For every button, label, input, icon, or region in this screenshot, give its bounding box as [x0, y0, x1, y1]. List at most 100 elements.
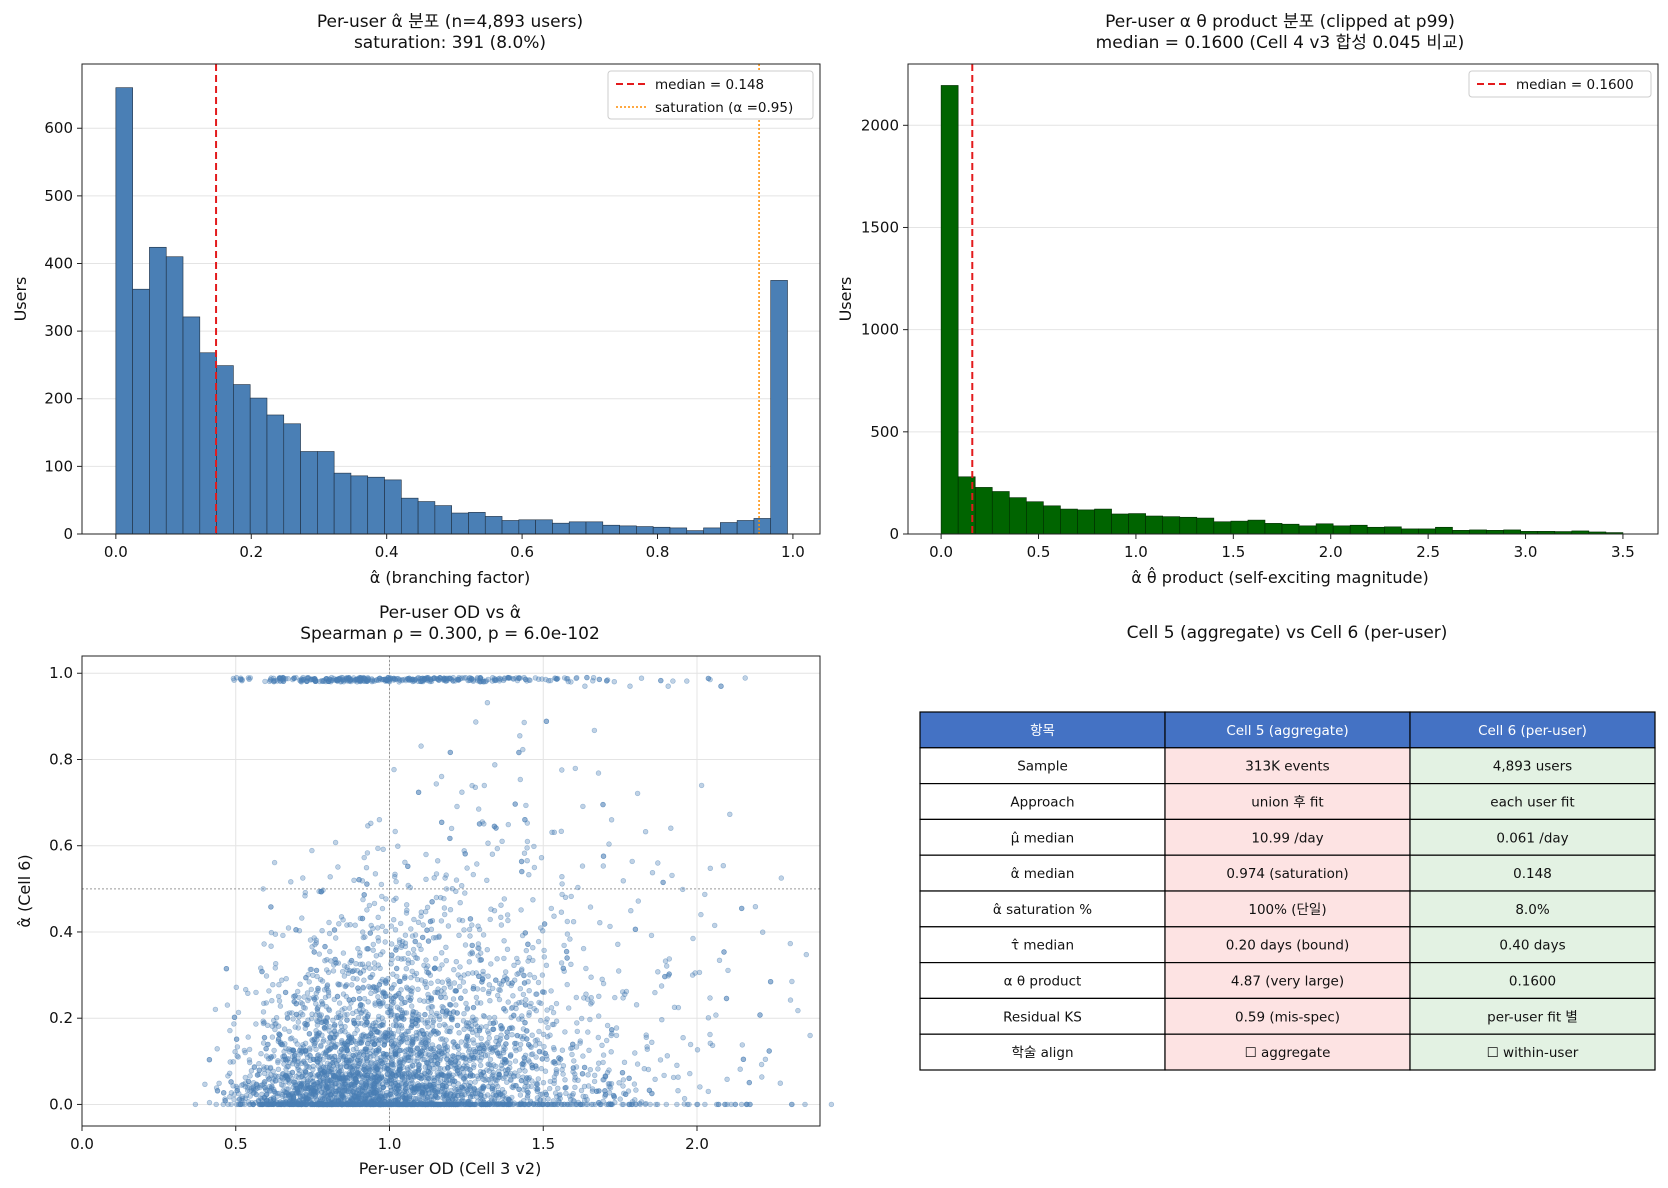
- scatter-point: [346, 1005, 353, 1011]
- scatter-point: [522, 1084, 528, 1090]
- scatter-point: [402, 932, 409, 938]
- scatter-point: [253, 1081, 260, 1088]
- scatter-point: [472, 784, 478, 790]
- scatter-point: [507, 1025, 513, 1032]
- scatter-point: [242, 1049, 248, 1056]
- scatter-point: [687, 1041, 694, 1048]
- scatter-point: [428, 980, 434, 986]
- scatter-point: [410, 1034, 416, 1040]
- scatter-point: [316, 1012, 323, 1018]
- scatter-point: [356, 677, 363, 683]
- scatter-point: [318, 888, 324, 895]
- scatter-point: [803, 951, 809, 958]
- scatter-point: [478, 950, 484, 956]
- scatter-point: [405, 882, 411, 889]
- scatter-point: [399, 942, 405, 949]
- scatter-point: [230, 1059, 236, 1065]
- scatter-point: [421, 998, 427, 1004]
- scatter-point: [406, 675, 412, 681]
- scatter-point: [604, 1022, 611, 1029]
- scatter-point: [276, 998, 283, 1004]
- scatter-point: [544, 1016, 550, 1022]
- histogram-bar: [350, 475, 369, 535]
- scatter-point: [541, 954, 547, 960]
- scatter-point: [330, 1017, 336, 1023]
- scatter-point: [722, 1101, 728, 1108]
- scatter-point: [375, 845, 381, 852]
- scatter-point: [549, 1021, 556, 1028]
- scatter-point: [415, 986, 421, 992]
- scatter-point: [410, 946, 417, 953]
- scatter-point: [325, 969, 332, 976]
- scatter-point: [364, 907, 370, 913]
- scatter-point: [702, 891, 708, 898]
- scatter-point: [634, 790, 641, 797]
- scatter-point: [473, 719, 479, 725]
- scatter-point: [616, 1080, 622, 1086]
- scatter-point: [295, 1101, 301, 1108]
- scatter-point: [376, 1013, 382, 1020]
- scatter-point: [314, 1033, 320, 1039]
- scatter-point: [470, 1029, 476, 1036]
- histogram-bar: [484, 516, 503, 535]
- hist1-x-ticks: 0.0 0.2 0.4 0.6 0.8 1.0: [104, 534, 805, 561]
- scatter-point: [335, 1057, 342, 1063]
- scatter-point: [269, 1023, 275, 1029]
- scatter-point: [342, 1028, 348, 1035]
- scatter-title: Per-user OD vs α̂: [379, 603, 521, 623]
- scatter-point: [206, 1099, 213, 1106]
- scatter-point: [380, 846, 386, 852]
- scatter-point: [500, 1075, 506, 1082]
- scatter-point: [498, 1032, 504, 1038]
- scatter-point: [584, 674, 590, 681]
- scatter-point: [260, 886, 266, 892]
- scatter-point: [512, 801, 518, 807]
- scatter-point: [327, 948, 333, 955]
- scatter-point: [659, 1016, 665, 1023]
- histogram-bar: [585, 521, 604, 535]
- scatter-point: [461, 972, 467, 978]
- histogram-bar: [1349, 524, 1368, 535]
- scatter-point: [511, 1013, 517, 1019]
- histogram-bar: [501, 520, 520, 535]
- scatter-point: [363, 1046, 369, 1052]
- histogram-bar: [434, 505, 452, 535]
- scatter-point: [524, 1036, 530, 1042]
- scatter-point: [491, 907, 498, 914]
- scatter-point: [388, 1087, 394, 1094]
- scatter-point: [227, 1070, 233, 1077]
- histogram-bar: [619, 525, 637, 535]
- scatter-point: [634, 1061, 641, 1067]
- scatter-point: [308, 1015, 315, 1022]
- scatter-point: [417, 997, 423, 1003]
- scatter-point: [537, 925, 544, 931]
- scatter-point: [433, 781, 439, 787]
- scatter-point: [293, 927, 299, 933]
- scatter-point: [681, 1101, 687, 1107]
- scatter-point: [570, 1065, 576, 1071]
- scatter-point: [525, 941, 531, 947]
- scatter-point: [577, 1038, 583, 1044]
- scatter-point: [436, 966, 443, 972]
- scatter-point: [466, 1048, 472, 1055]
- scatter-point: [486, 982, 492, 988]
- scatter-point: [538, 854, 545, 861]
- scatter-point: [466, 926, 473, 933]
- scatter-point: [498, 676, 504, 682]
- panel-scatter: Per-user OD vs α̂ Spearman ρ = 0.300, p …: [15, 603, 835, 1178]
- scatter-point: [523, 996, 529, 1003]
- scatter-point: [607, 923, 613, 930]
- scatter-point: [321, 1101, 327, 1108]
- scatter-point: [356, 1060, 362, 1067]
- scatter-point: [233, 1036, 240, 1042]
- scatter-point: [298, 678, 304, 684]
- scatter-point: [504, 912, 511, 918]
- histogram-bar: [333, 472, 352, 535]
- scatter-point: [331, 1066, 337, 1072]
- scatter-point: [378, 881, 385, 888]
- histogram-bar: [1026, 501, 1044, 535]
- scatter-point: [383, 1051, 390, 1058]
- scatter-point: [611, 678, 617, 685]
- scatter-point: [746, 1079, 752, 1086]
- scatter-point: [281, 1026, 288, 1032]
